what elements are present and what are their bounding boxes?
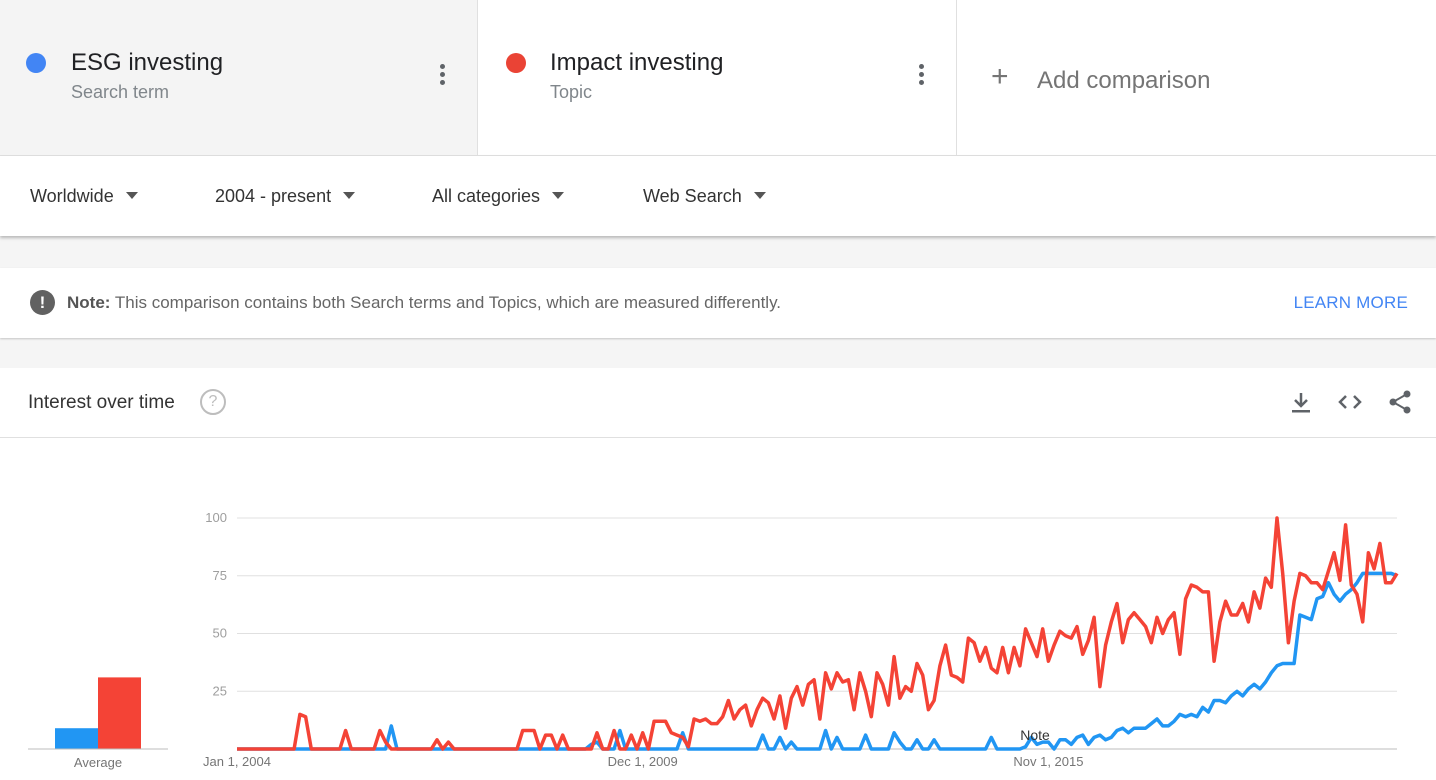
average-bar-esg-investing: [55, 728, 98, 749]
search-property-dropdown[interactable]: Web Search: [643, 186, 766, 207]
average-label: Average: [74, 755, 122, 770]
x-tick-label: Nov 1, 2015: [1013, 754, 1083, 769]
x-tick-label: Dec 1, 2009: [608, 754, 678, 769]
location-dropdown[interactable]: Worldwide: [30, 186, 138, 207]
add-comparison-button[interactable]: + Add comparison: [957, 0, 1436, 155]
help-icon[interactable]: ?: [200, 389, 226, 415]
dropdown-arrow-icon: [552, 191, 565, 199]
category-dropdown[interactable]: All categories: [432, 186, 565, 207]
chart-series: [237, 516, 1399, 751]
y-tick-label: 25: [213, 683, 227, 698]
y-tick-label: 75: [213, 568, 227, 583]
series-line-esg-investing[interactable]: [237, 571, 1398, 751]
series-color-dot: [26, 53, 46, 73]
note-label: Note:: [67, 293, 111, 312]
dropdown-arrow-icon: [753, 191, 766, 199]
category-value: All categories: [432, 186, 541, 206]
x-tick-label: Jan 1, 2004: [203, 754, 271, 769]
dropdown-arrow-icon: [343, 191, 356, 199]
average-bar-impact-investing: [98, 677, 141, 749]
interest-over-time-card: Interest over time ? Average 100 75 50 25 Ja…: [0, 368, 1436, 780]
term-name[interactable]: ESG investing: [71, 49, 224, 76]
more-options-icon[interactable]: [919, 64, 925, 88]
y-tick-label: 50: [213, 626, 227, 641]
series-line-impact-investing[interactable]: [237, 516, 1399, 751]
chart-note-annotation[interactable]: Note: [1020, 727, 1050, 743]
term-card-esg-investing[interactable]: ESG investing Search term: [0, 0, 478, 155]
learn-more-link[interactable]: LEARN MORE: [1293, 293, 1408, 312]
term-type: Search term: [71, 82, 170, 102]
series-color-dot: [506, 53, 526, 73]
compare-header: ESG investing Search term Impact investi…: [0, 0, 1436, 156]
dropdown-arrow-icon: [125, 191, 138, 199]
share-icon[interactable]: [1386, 388, 1414, 416]
term-type: Topic: [550, 82, 593, 102]
term-name[interactable]: Impact investing: [550, 49, 724, 76]
download-icon[interactable]: [1287, 388, 1315, 416]
card-divider: [0, 437, 1436, 438]
time-range-value: 2004 - present: [215, 186, 332, 206]
location-value: Worldwide: [30, 186, 114, 206]
time-range-dropdown[interactable]: 2004 - present: [215, 186, 356, 207]
interest-chart: Average 100 75 50 25 Jan 1, 2004 Dec 1, 2009 N…: [28, 510, 1399, 770]
embed-icon[interactable]: [1336, 388, 1364, 416]
plus-icon: +: [991, 60, 1009, 93]
term-card-impact-investing[interactable]: Impact investing Topic: [478, 0, 957, 155]
exclamation-icon: !: [30, 290, 55, 315]
filter-bar: Worldwide 2004 - present All categories …: [0, 156, 1436, 236]
card-title: Interest over time: [28, 392, 175, 413]
average-bars: [28, 677, 168, 750]
note-banner: ! Note: This comparison contains both Se…: [0, 268, 1436, 338]
note-text: Note: This comparison contains both Sear…: [67, 293, 781, 313]
y-tick-label: 100: [205, 510, 227, 525]
add-comparison-label: Add comparison: [1037, 67, 1211, 94]
search-property-value: Web Search: [643, 186, 742, 206]
note-message: This comparison contains both Search ter…: [110, 293, 782, 312]
more-options-icon[interactable]: [440, 64, 446, 88]
